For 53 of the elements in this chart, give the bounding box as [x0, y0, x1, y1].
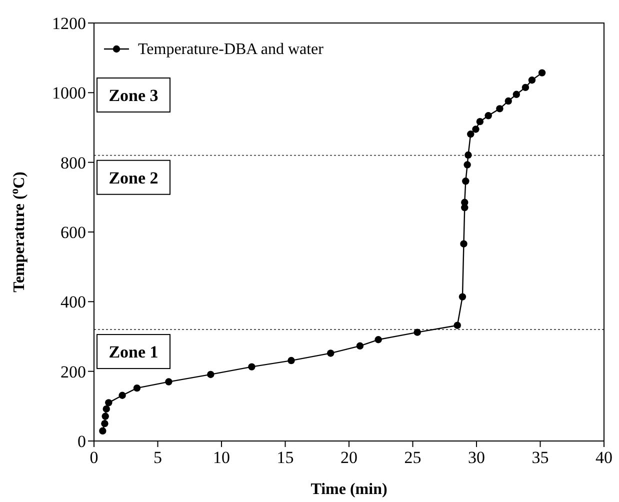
point — [467, 130, 474, 138]
point — [133, 384, 141, 392]
y-tick-label: 0 — [78, 432, 86, 451]
annotation: Zone 2 — [108, 168, 158, 188]
point — [464, 161, 471, 168]
point — [101, 420, 108, 428]
point — [496, 105, 504, 112]
x-tick-label: 30 — [468, 448, 485, 467]
point — [528, 76, 536, 84]
point — [207, 370, 214, 378]
point — [461, 198, 468, 206]
x-tick-label: 10 — [213, 448, 230, 467]
annotation: Zone 1 — [108, 342, 158, 362]
point — [248, 363, 256, 370]
point — [102, 405, 110, 413]
x-tick-label: 35 — [532, 448, 549, 467]
y-tick-label: 1200 — [52, 14, 86, 33]
point — [99, 427, 106, 434]
legend-label: Temperature-DBA and water — [138, 41, 324, 58]
point — [327, 350, 334, 357]
point — [538, 69, 546, 76]
point — [165, 378, 172, 386]
point — [454, 322, 461, 329]
x-tick-label: 40 — [596, 448, 612, 467]
y-tick-label: 800 — [60, 153, 86, 172]
point — [118, 392, 126, 399]
point — [522, 84, 530, 92]
y-tick-label: 400 — [60, 292, 86, 312]
point — [476, 118, 484, 126]
y-tick-label: 600 — [60, 223, 86, 242]
point — [472, 126, 480, 133]
x-tick-label: 25 — [404, 448, 422, 467]
point — [504, 97, 512, 105]
x-axis-title: Time (min) — [310, 481, 388, 498]
point — [105, 399, 112, 406]
x-tick-label: 20 — [340, 448, 358, 467]
y-tick-label: 1000 — [52, 84, 86, 103]
point — [458, 293, 466, 300]
point — [102, 412, 109, 420]
point — [484, 112, 492, 120]
point — [356, 342, 364, 350]
y-tick-label: 200 — [60, 362, 86, 382]
point — [460, 240, 468, 248]
point — [288, 356, 295, 364]
x-tick-label: 5 — [154, 448, 162, 467]
annotation: Zone 3 — [108, 86, 158, 105]
x-tick-label: 15 — [276, 448, 294, 467]
x-tick-label: 0 — [90, 448, 98, 467]
point — [462, 178, 470, 185]
point — [464, 151, 472, 159]
point — [414, 328, 421, 336]
point — [512, 90, 520, 98]
point — [374, 336, 382, 344]
